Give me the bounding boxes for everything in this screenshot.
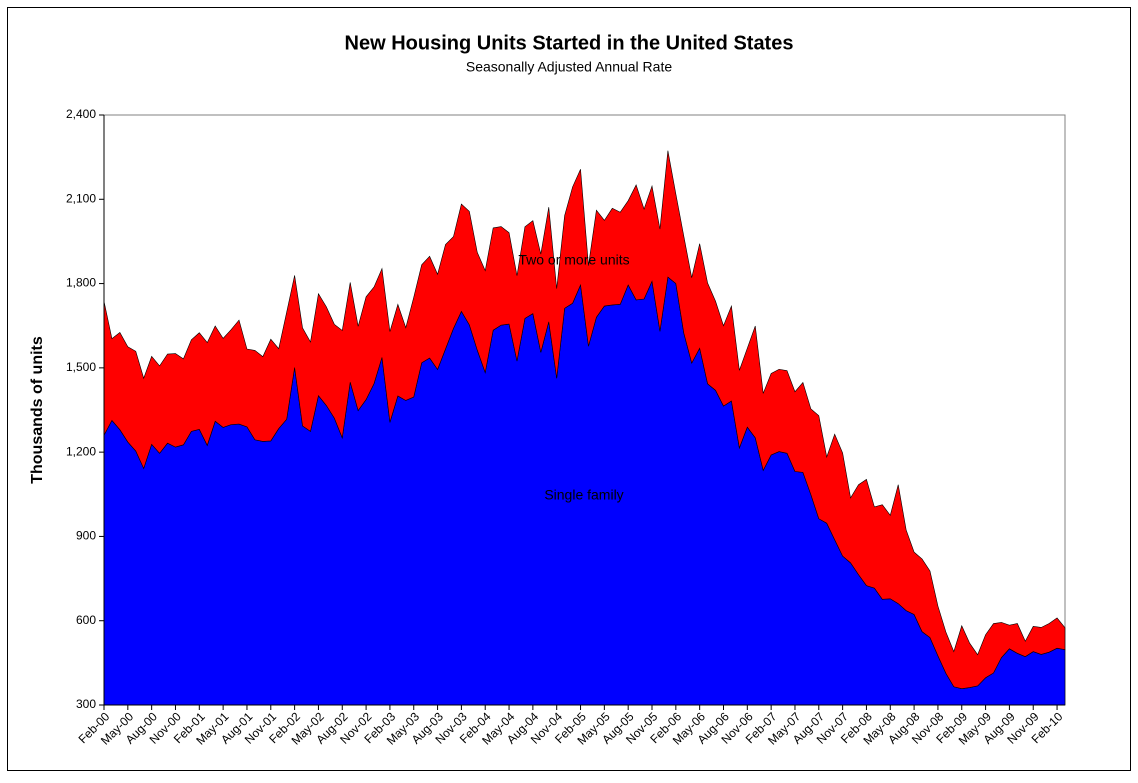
y-tick-label: 1,500 [66,360,96,374]
y-axis-label: Thousands of units [29,336,46,484]
series-label: Single family [544,487,623,503]
area-series [103,150,1066,690]
y-tick-label: 1,800 [66,276,96,290]
y-tick-label: 2,400 [66,107,96,121]
y-tick-label: 600 [76,613,96,627]
y-tick-label: 900 [76,529,96,543]
y-tick-label: 1,200 [66,444,96,458]
series-label: Two or more units [518,252,629,268]
y-tick-label: 300 [76,697,96,711]
chart-title: New Housing Units Started in the United … [345,32,794,54]
y-tick-label: 2,100 [66,191,96,205]
chart-subtitle: Seasonally Adjusted Annual Rate [466,59,672,75]
